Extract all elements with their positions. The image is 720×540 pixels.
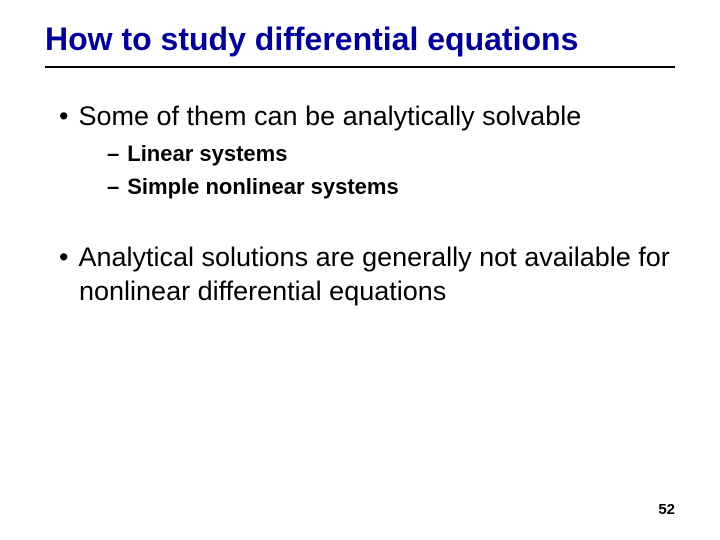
- slide-content: Some of them can be analytically solvabl…: [45, 100, 675, 308]
- page-number: 52: [658, 501, 675, 518]
- bullet-sub-item: Linear systems: [45, 140, 675, 169]
- slide-title: How to study differential equations: [45, 20, 675, 68]
- slide-container: How to study differential equations Some…: [0, 0, 720, 540]
- bullet-sub-item: Simple nonlinear systems: [45, 173, 675, 202]
- bullet-item: Analytical solutions are generally not a…: [45, 241, 675, 309]
- spacer: [45, 205, 675, 241]
- bullet-item: Some of them can be analytically solvabl…: [45, 100, 675, 134]
